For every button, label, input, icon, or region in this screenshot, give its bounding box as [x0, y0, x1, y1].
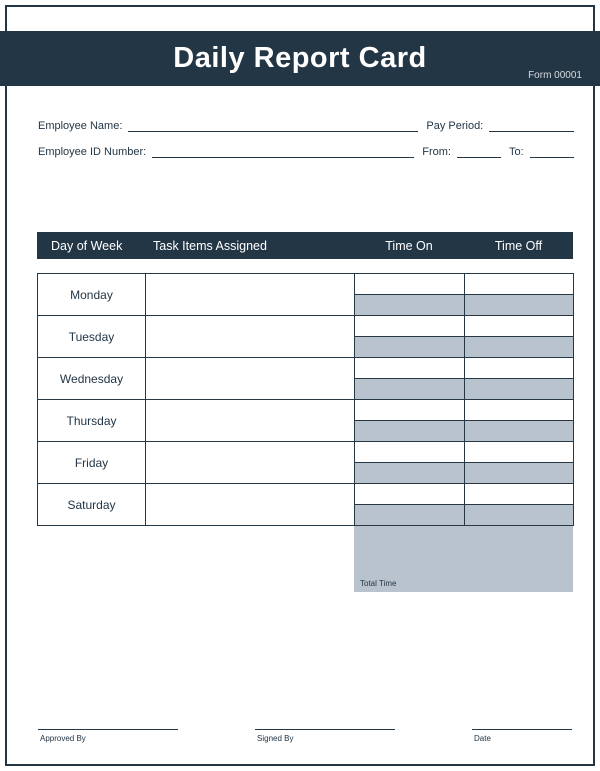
time-off-cell[interactable]	[465, 463, 574, 484]
day-cell: Thursday	[38, 400, 146, 442]
task-cell[interactable]	[146, 442, 355, 484]
time-off-cell[interactable]	[465, 337, 574, 358]
time-off-cell[interactable]	[465, 379, 574, 400]
time-off-cell[interactable]	[465, 400, 574, 421]
approved-label: Approved By	[38, 734, 178, 743]
time-off-cell[interactable]	[465, 484, 574, 505]
info-section: Employee Name: Pay Period: Employee ID N…	[38, 120, 574, 172]
table-spacer	[37, 259, 573, 273]
form-number: Form 00001	[528, 70, 582, 81]
day-cell: Monday	[38, 274, 146, 316]
employee-name-label: Employee Name:	[38, 120, 122, 132]
day-cell: Tuesday	[38, 316, 146, 358]
task-cell[interactable]	[146, 274, 355, 316]
time-on-cell[interactable]	[355, 421, 465, 442]
day-cell: Saturday	[38, 484, 146, 526]
time-off-cell[interactable]	[465, 442, 574, 463]
report-table: Day of Week Task Items Assigned Time On …	[37, 232, 573, 592]
page-title: Daily Report Card	[173, 42, 426, 75]
col-day: Day of Week	[37, 239, 145, 253]
day-cell: Wednesday	[38, 358, 146, 400]
date-label: Date	[472, 734, 572, 743]
time-on-cell[interactable]	[355, 295, 465, 316]
to-field[interactable]	[530, 146, 574, 158]
time-off-cell[interactable]	[465, 316, 574, 337]
signed-line[interactable]	[255, 729, 395, 730]
from-field[interactable]	[457, 146, 501, 158]
to-label: To:	[509, 146, 524, 158]
employee-id-field[interactable]	[152, 146, 414, 158]
table-header: Day of Week Task Items Assigned Time On …	[37, 232, 573, 259]
pay-period-field[interactable]	[489, 120, 574, 132]
day-cell: Friday	[38, 442, 146, 484]
sig-approved: Approved By	[38, 729, 178, 743]
time-on-cell[interactable]	[355, 379, 465, 400]
time-on-cell[interactable]	[355, 358, 465, 379]
col-time-on: Time On	[354, 239, 464, 253]
time-on-cell[interactable]	[355, 442, 465, 463]
time-off-cell[interactable]	[465, 274, 574, 295]
time-off-cell[interactable]	[465, 358, 574, 379]
task-cell[interactable]	[146, 358, 355, 400]
task-cell[interactable]	[146, 316, 355, 358]
date-line[interactable]	[472, 729, 572, 730]
time-on-cell[interactable]	[355, 274, 465, 295]
info-row-2: Employee ID Number: From: To:	[38, 146, 574, 158]
from-label: From:	[422, 146, 451, 158]
approved-line[interactable]	[38, 729, 178, 730]
task-cell[interactable]	[146, 484, 355, 526]
col-time-off: Time Off	[464, 239, 573, 253]
col-tasks: Task Items Assigned	[145, 239, 354, 253]
pay-period-label: Pay Period:	[426, 120, 483, 132]
time-on-cell[interactable]	[355, 463, 465, 484]
time-on-cell[interactable]	[355, 316, 465, 337]
time-on-cell[interactable]	[355, 337, 465, 358]
time-on-cell[interactable]	[355, 505, 465, 526]
signatures: Approved By Signed By Date	[38, 729, 572, 743]
employee-name-field[interactable]	[128, 120, 418, 132]
header-bar: Daily Report Card Form 00001	[0, 31, 600, 86]
time-on-cell[interactable]	[355, 484, 465, 505]
time-on-cell[interactable]	[355, 400, 465, 421]
table-grid: MondayTuesdayWednesdayThursdayFridaySatu…	[37, 273, 574, 526]
total-time-block: Total Time	[354, 526, 573, 592]
sig-date: Date	[472, 729, 572, 743]
employee-id-label: Employee ID Number:	[38, 146, 146, 158]
signed-label: Signed By	[255, 734, 395, 743]
sig-signed: Signed By	[255, 729, 395, 743]
total-time-label: Total Time	[360, 579, 396, 588]
info-row-1: Employee Name: Pay Period:	[38, 120, 574, 132]
time-off-cell[interactable]	[465, 421, 574, 442]
time-off-cell[interactable]	[465, 505, 574, 526]
task-cell[interactable]	[146, 400, 355, 442]
time-off-cell[interactable]	[465, 295, 574, 316]
